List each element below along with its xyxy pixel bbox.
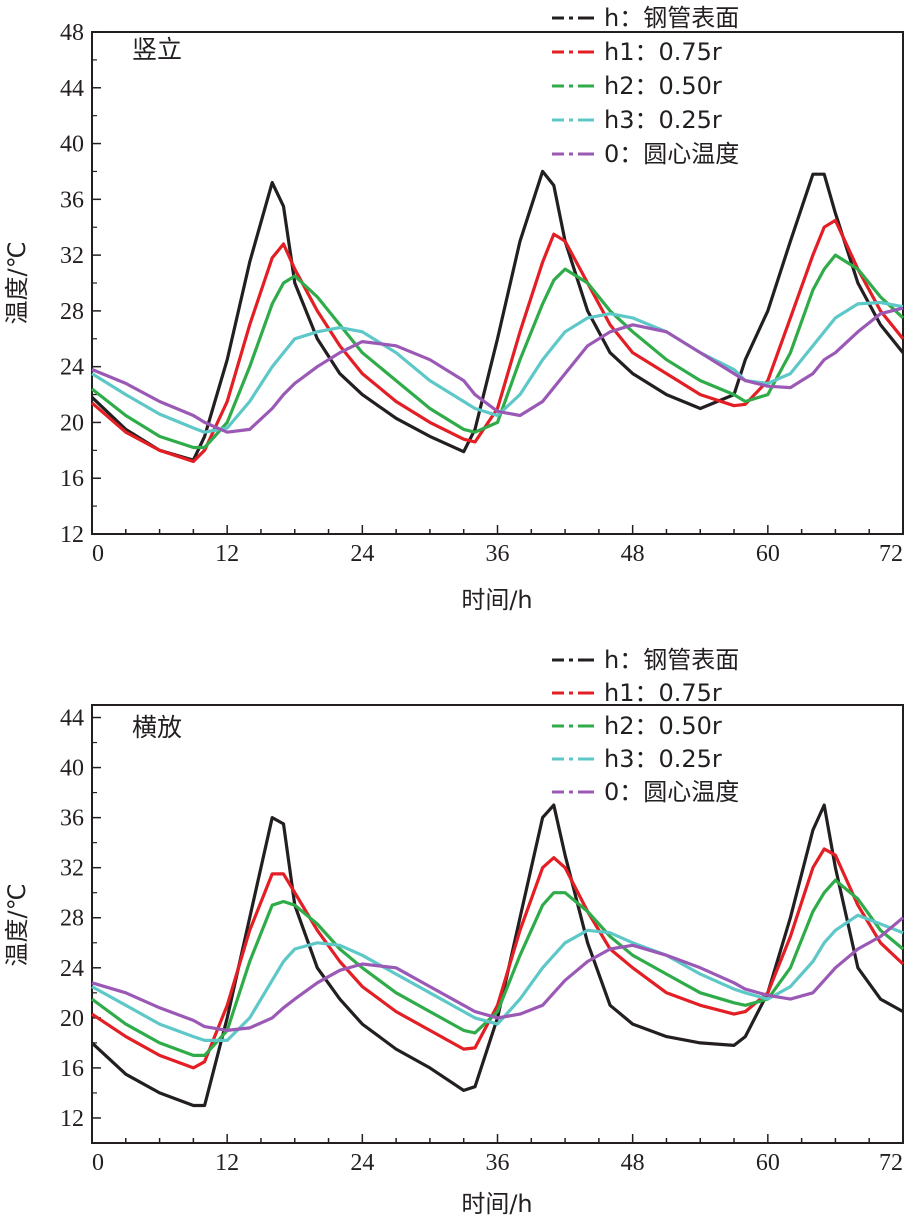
legend-entry: h1：0.75r bbox=[604, 38, 722, 66]
x-axis-label: 时间/h bbox=[461, 1190, 532, 1218]
panel-vertical: 竖立 0 12 24 36 48 60 72 12 16 20 24 28 32 36 40 44 48 h：钢… bbox=[3, 4, 905, 614]
series-line-1 bbox=[90, 218, 905, 464]
series-line-1 bbox=[91, 847, 905, 1070]
legend-entry: h3：0.25r bbox=[604, 745, 722, 773]
series-line-2 bbox=[91, 878, 905, 1058]
x-tick-label: 0 bbox=[92, 1150, 104, 1176]
ticks: 0 12 24 36 48 60 72 12 16 20 24 28 32 36 40 44 48 bbox=[60, 20, 904, 567]
x-tick-label: 0 bbox=[92, 541, 104, 567]
x-tick-label: 12 bbox=[215, 1150, 239, 1176]
y-tick-label: 20 bbox=[60, 410, 84, 436]
y-tick-label: 48 bbox=[60, 20, 84, 46]
y-tick-label: 16 bbox=[60, 1056, 84, 1082]
x-tick-label: 60 bbox=[756, 541, 780, 567]
x-tick-label: 36 bbox=[486, 541, 510, 567]
y-tick-label: 32 bbox=[60, 856, 84, 882]
x-tick-label: 36 bbox=[486, 1150, 510, 1176]
y-tick-label: 40 bbox=[60, 132, 84, 158]
plot-frame bbox=[91, 31, 904, 535]
legend-entry: h：钢管表面 bbox=[604, 646, 739, 674]
panel-horizontal: 横放 0 12 24 36 48 60 72 12 16 20 24 28 32 36 40 44 h：钢管表… bbox=[3, 646, 905, 1218]
panel-title: 竖立 bbox=[132, 35, 182, 64]
x-tick-label: 60 bbox=[756, 1150, 780, 1176]
x-tick-label: 24 bbox=[350, 1150, 374, 1176]
y-tick-label: 36 bbox=[60, 187, 84, 213]
legend-entry: h2：0.50r bbox=[604, 712, 722, 740]
y-tick-label: 16 bbox=[60, 466, 84, 492]
legend: h：钢管表面 h1：0.75r h2：0.50r h3：0.25r 0：圆心温度 bbox=[552, 4, 739, 168]
series-lines bbox=[90, 169, 905, 464]
series-line-4 bbox=[91, 306, 904, 434]
series-line-3 bbox=[91, 913, 904, 1043]
y-axis-label: 温度/℃ bbox=[3, 883, 31, 966]
x-tick-label: 72 bbox=[879, 1150, 903, 1176]
y-tick-label: 28 bbox=[60, 299, 84, 325]
x-tick-label: 48 bbox=[621, 541, 645, 567]
y-tick-label: 40 bbox=[60, 756, 84, 782]
panel-title: 横放 bbox=[132, 713, 182, 742]
x-tick-label: 72 bbox=[879, 541, 903, 567]
x-tick-label: 24 bbox=[350, 541, 374, 567]
y-tick-label: 36 bbox=[60, 806, 84, 832]
ticks: 0 12 24 36 48 60 72 12 16 20 24 28 32 36 40 44 bbox=[60, 706, 904, 1176]
legend-entry: h：钢管表面 bbox=[604, 4, 739, 32]
y-tick-label: 12 bbox=[60, 1106, 84, 1132]
y-axis-label: 温度/℃ bbox=[3, 241, 31, 324]
y-tick-label: 28 bbox=[60, 906, 84, 932]
y-tick-label: 12 bbox=[60, 522, 84, 548]
series-line-3 bbox=[91, 300, 904, 434]
legend-entry: 0：圆心温度 bbox=[604, 140, 739, 168]
series-line-4 bbox=[91, 916, 905, 1033]
x-tick-label: 48 bbox=[621, 1150, 645, 1176]
series-lines bbox=[90, 803, 905, 1108]
series-line-2 bbox=[91, 253, 905, 450]
legend-entry: h3：0.25r bbox=[604, 106, 722, 134]
x-axis-label: 时间/h bbox=[461, 586, 532, 614]
series-line-0 bbox=[90, 803, 904, 1108]
y-tick-label: 24 bbox=[60, 956, 84, 982]
legend-entry: 0：圆心温度 bbox=[604, 778, 739, 806]
legend: h：钢管表面 h1：0.75r h2：0.50r h3：0.25r 0：圆心温度 bbox=[552, 646, 739, 806]
series-line-0 bbox=[90, 169, 905, 462]
y-tick-label: 24 bbox=[60, 355, 84, 381]
plot-frame bbox=[91, 704, 904, 1144]
x-tick-label: 12 bbox=[215, 541, 239, 567]
y-tick-label: 32 bbox=[60, 243, 84, 269]
legend-entry: h1：0.75r bbox=[604, 679, 722, 707]
legend-entry: h2：0.50r bbox=[604, 72, 722, 100]
y-tick-label: 44 bbox=[60, 706, 84, 732]
y-tick-label: 44 bbox=[60, 76, 84, 102]
y-tick-label: 20 bbox=[60, 1006, 84, 1032]
